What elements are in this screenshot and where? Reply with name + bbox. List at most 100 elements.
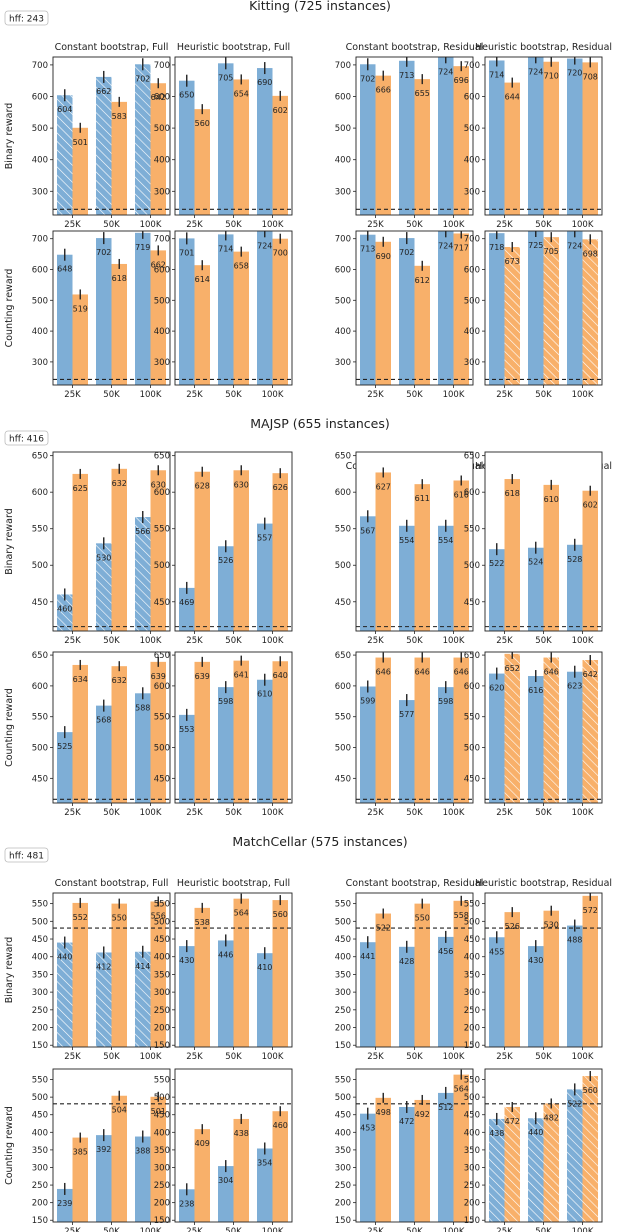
x-tick-label: 50K [535,1227,552,1232]
y-tick-label: 700 [32,235,48,245]
x-tick-label: 100K [443,808,465,818]
bar-blue [360,234,376,385]
y-tick-label: 450 [154,935,170,945]
data-label: 552 [73,913,88,922]
bar-orange [414,657,430,803]
bar-blue [135,232,151,385]
y-tick-label: 500 [464,1093,480,1103]
y-axis-label: Counting reward [4,688,15,767]
hff-legend-box [4,847,49,863]
bar-orange-hatch [504,1106,520,1222]
data-label: 588 [135,703,150,712]
bar-orange [375,1097,391,1222]
plot-frame [355,651,474,804]
y-tick-label: 350 [335,970,351,980]
data-label: 634 [73,675,88,684]
y-tick-label: 350 [335,1146,351,1156]
y-tick-label: 600 [335,93,351,103]
x-tick-label: 50K [535,808,552,818]
bar-blue [257,1148,273,1222]
hff-legend-label: hff: 481 [9,852,44,862]
bar-orange [111,1095,127,1222]
chart-0: Kitting (725 instances) hff: 243 Constant … [4,0,612,400]
bar-orange-hatch [543,1103,559,1222]
bar-blue [179,714,195,803]
y-tick-label: 450 [32,598,48,608]
y-tick-label: 300 [464,988,480,998]
y-tick-label: 250 [335,1006,351,1016]
bar-blue [179,80,195,215]
bar-blue [360,1113,376,1222]
chart-2: MatchCellar (575 instances) hff: 481 Const… [4,834,612,1232]
y-tick-label: 650 [464,651,480,661]
data-label: 557 [257,534,272,543]
plot-frame [52,451,171,632]
bar-blue [528,676,544,803]
bar-blue [438,1092,454,1222]
data-label: 662 [151,260,166,269]
x-tick-label: 100K [572,808,594,818]
bar-orange [453,233,469,385]
y-tick-label: 500 [464,744,480,754]
plot-frame [174,1068,293,1223]
y-tick-label: 550 [335,713,351,723]
y-tick-label: 150 [32,1216,48,1226]
x-tick-label: 25K [186,636,203,646]
x-tick-label: 25K [367,390,384,400]
bar-blue [489,549,505,631]
data-label: 438 [234,1129,249,1138]
x-tick-label: 50K [103,1227,120,1232]
bar-orange [453,1074,469,1222]
data-label: 409 [195,1139,210,1148]
y-tick-label: 700 [154,235,170,245]
plot-frame [52,892,171,1048]
y-tick-label: 550 [464,1076,480,1086]
bar-blue [257,68,273,215]
column-title: Constant bootstrap, Residual [346,878,484,889]
bar-blue [179,587,195,631]
bar-blue [438,231,454,385]
y-tick-label: 650 [464,452,480,462]
y-tick-label: 350 [154,970,170,980]
bar-orange [543,910,559,1047]
bar-orange [150,661,166,803]
data-label: 625 [73,484,88,493]
y-tick-label: 300 [32,1163,48,1173]
bar-orange [111,666,127,803]
y-tick-label: 700 [464,235,480,245]
y-tick-label: 500 [32,296,48,306]
bar-orange [194,109,210,215]
bar-blue [257,523,273,631]
bar-blue [360,64,376,215]
bar-orange [414,903,430,1047]
y-tick-label: 400 [464,327,480,337]
data-label: 614 [195,275,210,284]
y-tick-label: 550 [335,1076,351,1086]
y-tick-label: 200 [335,1024,351,1034]
data-label: 720 [567,69,582,78]
data-label: 724 [438,67,453,76]
data-label: 560 [195,119,210,128]
y-tick-label: 300 [335,187,351,197]
x-tick-label: 50K [225,220,242,230]
bar-orange [375,472,391,631]
y-tick-label: 400 [335,953,351,963]
bar-blue [528,231,544,385]
y-tick-label: 600 [154,266,170,276]
data-label: 611 [415,494,430,503]
bar-blue [528,547,544,631]
y-tick-label: 500 [32,561,48,571]
x-tick-label: 50K [535,1052,552,1062]
data-label: 646 [415,668,430,677]
y-tick-label: 450 [335,1111,351,1121]
data-label: 666 [376,86,391,95]
y-tick-label: 650 [335,452,351,462]
data-label: 627 [376,482,391,491]
bar-blue-hatch [135,517,151,631]
y-tick-label: 300 [154,358,170,368]
plot-frame [484,892,603,1048]
